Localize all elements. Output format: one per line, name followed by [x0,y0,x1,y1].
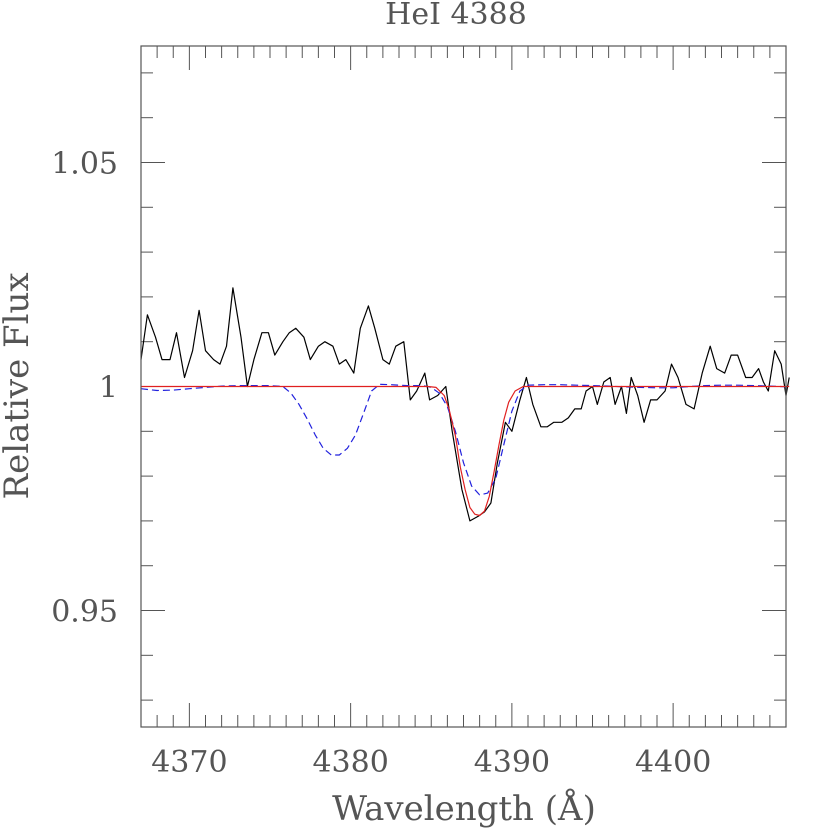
x-tick-label: 4370 [151,745,227,780]
x-tick-label: 4380 [312,745,388,780]
axis-ticks [140,46,787,727]
y-tick-label: 1.05 [51,146,118,181]
plot-frame [140,45,787,728]
series-line-2 [140,383,790,496]
x-axis-label: Wavelength (Å) [332,788,596,829]
y-tick-label: 0.95 [51,595,118,630]
y-axis-label: Relative Flux [0,272,37,499]
x-tick-label: 4390 [474,745,550,780]
y-tick-label: 1 [99,371,118,406]
series-line-3 [141,385,790,517]
chart-title: HeI 4388 [385,0,527,32]
tick-labels: 4370 4380 4390 4400 0.95 1 1.05 [51,146,711,780]
x-tick-label: 4400 [635,745,711,780]
series-group [140,287,790,522]
series-line-1 [140,287,790,522]
